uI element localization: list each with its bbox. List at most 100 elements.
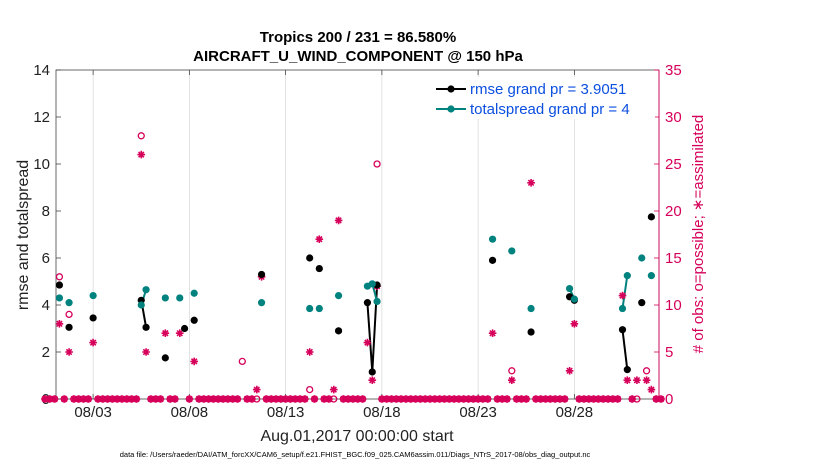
obs-assimilated-marker (431, 395, 439, 403)
totalspread-point (89, 292, 97, 300)
obs-assimilated-marker (94, 395, 102, 403)
obs-assimilated-marker (228, 395, 237, 403)
obs-assimilated-marker (522, 395, 530, 403)
totalspread-point (65, 299, 73, 307)
x-tick-label: 08/28 (556, 404, 594, 421)
obs-assimilated-marker (421, 395, 429, 403)
y-tick-label: 14 (33, 62, 50, 79)
totalspread-point (623, 272, 631, 280)
rmse-point (306, 254, 314, 262)
obs-assimilated-marker (209, 395, 218, 403)
obs-assimilated-marker (479, 395, 487, 403)
obs-assimilated-marker (378, 395, 386, 403)
obs-assimilated-marker (483, 395, 492, 403)
obs-possible-marker (508, 367, 516, 375)
x-tick-label: 08/23 (459, 404, 497, 421)
rmse-point (638, 299, 646, 307)
obs-assimilated-marker (267, 395, 275, 403)
legend-label-rmse: rmse grand pr = 3.9051 (470, 81, 626, 98)
obs-assimilated-marker (50, 395, 59, 403)
obs-assimilated-marker (474, 395, 482, 403)
obs-assimilated-marker (108, 395, 117, 403)
obs-assimilated-marker (156, 395, 165, 403)
obs-assimilated-marker (657, 395, 665, 403)
rmse-point (647, 213, 655, 221)
obs-assimilated-marker (55, 320, 64, 328)
legend: rmse grand pr = 3.9051 totalspread grand… (430, 77, 655, 119)
obs-assimilated-marker (301, 395, 309, 403)
obs-assimilated-marker (315, 235, 324, 243)
obs-assimilated-marker (488, 329, 497, 337)
legend-marker-spread (447, 105, 455, 113)
obs-assimilated-marker (551, 395, 559, 403)
x-axis: 08/03 08/08 08/13 08/18 08/23 08/28 (74, 70, 593, 421)
obs-assimilated-marker (498, 395, 506, 403)
obs-assimilated-marker (508, 376, 516, 384)
footnote: data file: /Users/raeder/DAI/ATM_forcXX/… (120, 450, 591, 459)
obs-assimilated-marker (281, 395, 290, 403)
obs-assimilated-marker (99, 395, 107, 403)
obs-assimilated-marker (204, 395, 213, 403)
obs-assimilated-marker (570, 320, 579, 328)
obs-assimilated-marker (291, 395, 300, 403)
totalspread-point (647, 272, 655, 280)
obs-assimilated-marker (411, 395, 420, 403)
totalspread-point (565, 284, 574, 293)
obs-assimilated-marker (305, 348, 314, 356)
y-tick-label: 6 (42, 250, 50, 267)
obs-assimilated-marker (426, 395, 434, 403)
rmse-point (257, 270, 266, 279)
rmse-point (488, 256, 497, 264)
series-points (55, 78, 655, 376)
obs-assimilated-marker (248, 395, 256, 403)
obs-assimilated-marker (113, 395, 121, 403)
totalspread-point (190, 289, 198, 297)
obs-assimilated-marker (609, 395, 617, 403)
obs-assimilated-marker (402, 395, 410, 403)
rmse-point (368, 368, 376, 376)
totalspread-point (638, 254, 646, 262)
right-axis: 0 5 10 15 20 25 30 35 (654, 62, 682, 408)
rmse-point (161, 354, 169, 362)
chart-title-line2: AIRCRAFT_U_WIND_COMPONENT @ 150 hPa (193, 48, 523, 65)
y-tick-label: 10 (33, 156, 50, 173)
obs-assimilated-marker (296, 395, 304, 403)
obs-assimilated-marker (344, 395, 352, 403)
obs-assimilated-marker (455, 395, 463, 403)
obs-assimilated-marker (41, 395, 49, 403)
y-right-tick-label: 5 (665, 344, 673, 361)
x-tick-label: 08/08 (171, 404, 209, 421)
y-tick-label: 8 (42, 203, 50, 220)
obs-assimilated-marker (618, 291, 627, 300)
obs-assimilated-marker (252, 385, 261, 394)
obs-assimilated-marker (561, 395, 569, 403)
obs-assimilated-marker (459, 395, 468, 403)
obs-assimilated-marker (623, 376, 632, 384)
obs-assimilated-marker (161, 329, 170, 337)
obs-assimilated-marker (652, 395, 660, 403)
y-right-tick-label: 30 (665, 109, 682, 126)
grid (92, 70, 575, 399)
obs-assimilated-marker (541, 395, 550, 403)
obs-assimilated-marker (334, 216, 343, 225)
y-right-tick-label: 20 (665, 203, 682, 220)
obs-assimilated-marker (325, 395, 333, 403)
totalspread-point (368, 280, 376, 288)
legend-label-spread: totalspread grand pr = 4 (470, 101, 630, 118)
obs-assimilated-marker (118, 395, 126, 403)
obs-assimilated-marker (556, 395, 564, 403)
obs-assimilated-marker (46, 395, 54, 403)
obs-assimilated-marker (532, 395, 540, 403)
obs-assimilated-marker (339, 395, 348, 403)
obs-assimilated-marker (450, 395, 458, 403)
obs-possible-marker (137, 132, 145, 140)
totalspread-line (621, 275, 629, 309)
totalspread-point (137, 301, 145, 309)
obs-assimilated-marker (214, 395, 223, 403)
obs-assimilated-marker (89, 338, 97, 347)
legend-marker-rmse (447, 85, 455, 93)
obs-assimilated-marker (354, 395, 362, 403)
obs-assimilated-marker (387, 395, 396, 403)
x-tick-label: 08/03 (74, 404, 112, 421)
